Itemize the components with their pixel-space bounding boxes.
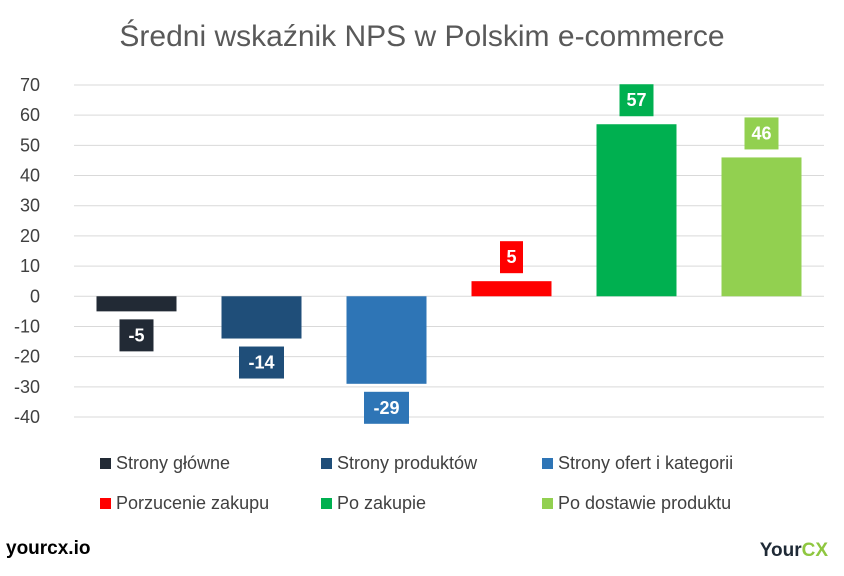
legend-swatch	[100, 458, 111, 469]
y-tick-label: 30	[20, 196, 40, 216]
bar	[346, 296, 427, 384]
y-tick-label: 60	[20, 105, 40, 125]
y-tick-label: -10	[14, 316, 40, 336]
y-tick-label: 50	[20, 135, 40, 155]
data-label-value: -14	[248, 353, 274, 373]
y-tick-label: 40	[20, 166, 40, 186]
bar	[721, 157, 802, 297]
data-label: -14	[239, 346, 284, 379]
data-labels: -5 -14 -29 5 57 46	[119, 84, 779, 424]
data-label: 5	[500, 241, 523, 274]
legend-swatch	[321, 458, 332, 469]
bar	[471, 281, 552, 297]
gridlines	[74, 84, 824, 418]
data-label-box	[364, 391, 409, 424]
data-label-value: -29	[373, 398, 399, 418]
legend-item: Strony ofert i kategorii	[542, 453, 733, 473]
y-axis-ticks: 70 60 50 40 30 20 10 0 -10 -20 -30 -40	[14, 75, 40, 427]
data-label: 57	[619, 84, 654, 117]
data-label-box	[119, 319, 154, 352]
brand-logo-part2: CX	[801, 540, 828, 561]
data-label-value: 57	[626, 90, 646, 110]
chart-title: Średni wskaźnik NPS w Polskim e-commerce	[119, 19, 724, 53]
legend-label: Po dostawie produktu	[558, 493, 731, 513]
data-label-value: 5	[506, 247, 516, 267]
bar	[96, 296, 177, 312]
data-label: -5	[119, 319, 154, 352]
data-label-box	[619, 84, 654, 117]
y-tick-label: 70	[20, 75, 40, 95]
data-label: 46	[744, 117, 779, 150]
y-tick-label: -40	[14, 407, 40, 427]
y-tick-label: -30	[14, 377, 40, 397]
legend-item: Strony główne	[100, 453, 230, 473]
legend-swatch	[542, 498, 553, 509]
data-label-box	[239, 346, 284, 379]
data-label-value: -5	[128, 325, 144, 345]
data-label-box	[500, 241, 523, 274]
legend-item: Porzucenie zakupu	[100, 493, 269, 513]
legend-item: Po zakupie	[321, 493, 426, 513]
bars	[96, 124, 802, 384]
y-tick-label: 20	[20, 226, 40, 246]
data-label-box	[744, 117, 779, 150]
site-url: yourcx.io	[6, 538, 91, 559]
legend-item: Po dostawie produktu	[542, 493, 731, 513]
y-tick-label: 10	[20, 256, 40, 276]
legend-swatch	[100, 498, 111, 509]
legend-label: Strony ofert i kategorii	[558, 453, 733, 473]
y-tick-label: 0	[30, 286, 40, 306]
legend-swatch	[542, 458, 553, 469]
legend-label: Porzucenie zakupu	[116, 493, 269, 513]
legend-label: Strony główne	[116, 453, 230, 473]
legend-item: Strony produktów	[321, 453, 478, 473]
brand-logo-part1: Your	[759, 540, 802, 561]
y-tick-label: -20	[14, 347, 40, 367]
legend-label: Strony produktów	[337, 453, 478, 473]
brand-logo: YourCX	[760, 540, 828, 562]
data-label-value: 46	[751, 123, 771, 143]
data-label: -29	[364, 391, 409, 424]
legend-label: Po zakupie	[337, 493, 426, 513]
bar	[596, 124, 677, 297]
legend: Strony główne Strony produktów Strony ofer…	[100, 453, 733, 513]
legend-swatch	[321, 498, 332, 509]
bar	[221, 296, 302, 339]
